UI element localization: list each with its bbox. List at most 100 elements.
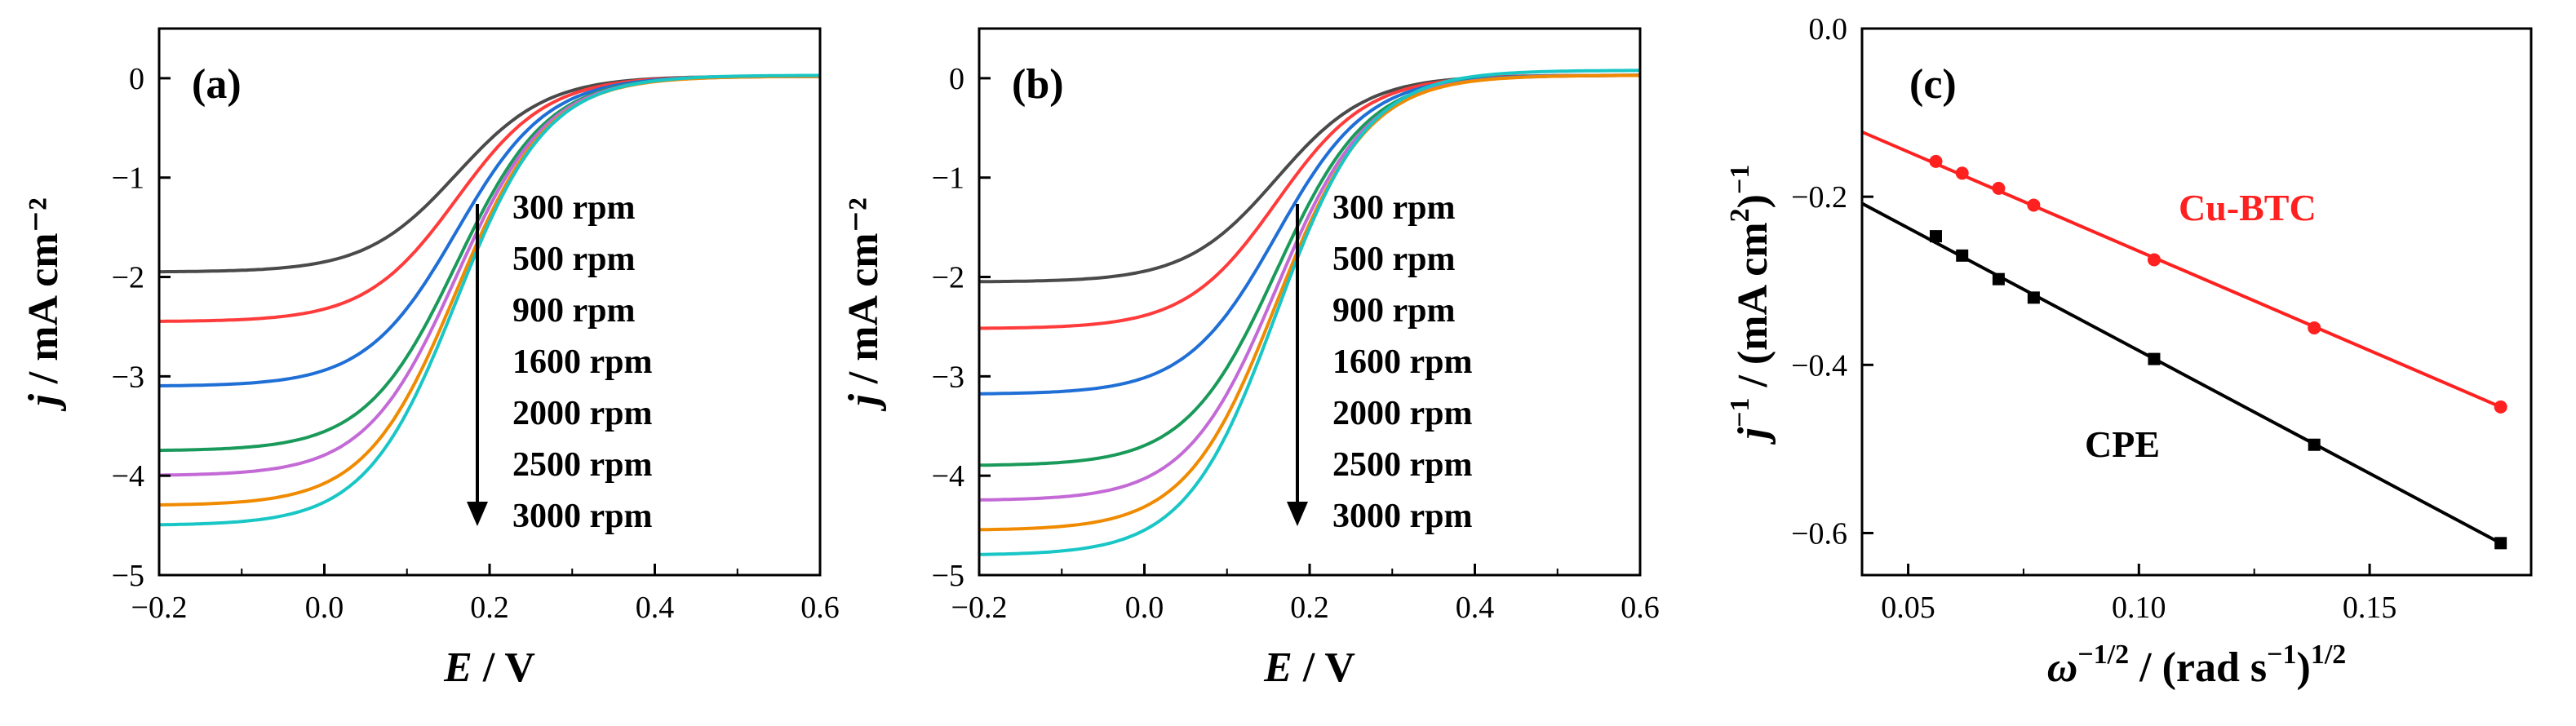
panel-a-y-tick-label: 0 — [129, 62, 144, 96]
panel-b-legend-item: 300 rpm — [1332, 189, 1456, 227]
panel-a-legend-item: 2000 rpm — [512, 395, 653, 432]
panel-c-y-axis-rest2: ) — [1730, 194, 1776, 208]
panel-a-x-tick-label: −0.2 — [131, 591, 188, 625]
panel-a-y-tick-label: −1 — [112, 162, 144, 196]
panel-c-x-axis-var: ω — [2047, 644, 2078, 691]
panel-b-y-axis-title: j / mA cm⁻² — [840, 197, 887, 411]
panel-c-series-label-cu-btc: Cu-BTC — [2179, 187, 2317, 228]
panel-a-arrow-head — [467, 502, 488, 526]
panel-c-point-cu-btc — [2494, 400, 2507, 414]
panel-c-point-cpe — [1992, 272, 2005, 286]
panel-a-y-tick-label: −3 — [112, 360, 144, 394]
panel-a-series-line-3000-rpm — [158, 73, 821, 527]
panel-c-y-tick-label: 0.0 — [1809, 12, 1848, 46]
panel-a-x-tick-label: 0.0 — [305, 591, 344, 625]
panel-b-plot-area — [978, 69, 1641, 556]
panel-a-x-tick-label: 0.2 — [470, 591, 509, 625]
panel-a-plot-area — [158, 73, 821, 527]
panel-b-legend-item: 500 rpm — [1332, 241, 1456, 278]
panel-c-y-tick-label: −0.4 — [1791, 348, 1847, 383]
panel-c-x-axis-sup: −1/2 — [2077, 640, 2129, 670]
panel-a-legend-item: 3000 rpm — [512, 498, 653, 535]
panel-b-series-line-3000-rpm — [978, 69, 1640, 556]
panel-c-label: (c) — [1909, 61, 1957, 108]
panel-c-x-axis-sup2: −1 — [2267, 640, 2296, 670]
panel-b-arrow-head — [1287, 502, 1308, 526]
panel-b-y-tick-label: −4 — [932, 459, 964, 494]
panel-b-frame — [978, 27, 1642, 577]
panel-b-series-line-900-rpm — [979, 73, 1640, 396]
panel-c-point-cu-btc — [2147, 253, 2161, 267]
panel-c-x-tick-label: 0.05 — [1881, 591, 1935, 625]
panel-b-x-axis-title: E / V — [1263, 644, 1355, 691]
panel-a-x-ticks: −0.2 0.0 0.2 0.4 0.6 — [131, 564, 840, 625]
panel-c-fit-line-cpe — [1861, 201, 2502, 545]
panel-c-x-axis-title: ω−1/2 / (rad s−1)1/2 — [2047, 640, 2347, 691]
panel-c-point-cpe — [2308, 438, 2321, 451]
panel-c-point-cpe — [1956, 249, 1969, 262]
panel-c-point-cpe — [2148, 352, 2161, 365]
panel-c-x-axis-rest2: ) — [2297, 644, 2311, 691]
panel-a-label: (a) — [192, 61, 242, 108]
panel-a-x-tick-label: 0.4 — [636, 591, 675, 625]
panel-a-legend-item: 1600 rpm — [512, 343, 653, 381]
panel-c-series-label-cpe: CPE — [2085, 423, 2160, 465]
panel-b-y-tick-label: 0 — [949, 62, 964, 96]
panel-b-y-tick-label: −5 — [932, 559, 964, 593]
panel-a-series-line-900-rpm — [158, 74, 820, 387]
panel-a-frame — [157, 27, 822, 577]
panel-c-plot-area — [1861, 130, 2507, 550]
panel-c: 0.05 0.10 0.15 0.0−0.2−0.4−0.6 (c) Cu-BTC … — [1725, 12, 2533, 691]
panel-a-legend-item: 500 rpm — [512, 241, 636, 278]
panel-a-y-ticks: 0 −1 −2 −3 −4 −5 — [112, 62, 171, 593]
panel-b-x-tick-label: −0.2 — [951, 591, 1008, 625]
panel-a-x-axis-title: E / V — [443, 644, 535, 691]
panel-b-label: (b) — [1012, 61, 1064, 108]
panel-a-legend-item: 300 rpm — [512, 189, 636, 227]
panel-a-y-axis-title: j / mA cm⁻² — [20, 197, 67, 411]
panel-c-y-ticks: 0.0 −0.2 −0.4 −0.6 — [1791, 12, 1873, 551]
panel-c-point-cpe — [2027, 291, 2040, 304]
panel-c-x-ticks: 0.05 0.10 0.15 — [1881, 564, 2396, 625]
panel-b-legend-item: 2000 rpm — [1332, 395, 1473, 432]
panel-a-x-axis-var: E — [443, 644, 472, 691]
panel-a-series-line-2000-rpm — [158, 74, 821, 477]
panel-b-series-line-2000-rpm — [978, 73, 1640, 502]
panel-b-x-axis-var: E — [1263, 644, 1292, 691]
panel-c-x-tick-label: 0.10 — [2112, 591, 2166, 625]
panel-b-x-axis-unit: / V — [1292, 644, 1355, 691]
panel-b-x-tick-label: 0.4 — [1456, 591, 1495, 625]
panel-b-x-ticks: −0.2 0.0 0.2 0.4 0.6 — [951, 564, 1660, 625]
panel-c-point-cpe — [1929, 230, 1942, 243]
panel-b-legend: 300 rpm 500 rpm 900 rpm 1600 rpm 2000 rpm 250… — [1332, 189, 1473, 535]
panel-c-point-cu-btc — [2308, 321, 2321, 334]
panel-b-y-tick-label: −3 — [932, 360, 964, 394]
panel-a-y-tick-label: −4 — [112, 459, 144, 494]
panel-b-series-line-1600-rpm — [978, 73, 1640, 467]
panel-b: −0.2 0.0 0.2 0.4 0.6 0 −1 −2 −3 −4 −5 (b) E / V j… — [840, 27, 1660, 691]
panel-c-y-axis-rest: / (mA cm — [1730, 222, 1776, 397]
panel-a-legend: 300 rpm 500 rpm 900 rpm 1600 rpm 2000 rpm 250… — [512, 189, 653, 535]
panel-c-fit-line-cu-btc — [1861, 130, 2502, 409]
panel-c-point-cu-btc — [1992, 181, 2006, 195]
panel-a-y-axis-unit: / mA cm⁻² — [20, 197, 67, 394]
panel-a-legend-item: 2500 rpm — [512, 446, 653, 484]
panel-c-y-axis-sup: −1 — [1725, 398, 1755, 427]
panel-c-point-cu-btc — [1955, 166, 1969, 180]
panel-c-y-axis-var: j — [1730, 427, 1776, 445]
panel-a-x-axis-unit: / V — [472, 644, 535, 691]
panel-a-series-line-300-rpm — [159, 74, 820, 274]
panel-c-y-axis-sup2: 2 — [1725, 208, 1755, 222]
panel-b-legend-item: 3000 rpm — [1332, 498, 1473, 535]
panel-b-y-ticks: 0 −1 −2 −3 −4 −5 — [932, 62, 991, 593]
panel-b-legend-item: 2500 rpm — [1332, 446, 1473, 484]
panel-c-point-cu-btc — [2027, 198, 2041, 212]
panel-b-y-tick-label: −2 — [932, 261, 964, 295]
panel-c-frame — [1860, 27, 2533, 577]
panel-b-y-tick-label: −1 — [932, 162, 964, 196]
panel-a-legend-item: 900 rpm — [512, 292, 636, 330]
panel-c-x-axis-sup3: 1/2 — [2311, 640, 2346, 670]
panel-b-x-tick-label: 0.0 — [1125, 591, 1164, 625]
panel-c-y-axis-title: j−1 / (mA cm2)−1 — [1725, 165, 1776, 445]
